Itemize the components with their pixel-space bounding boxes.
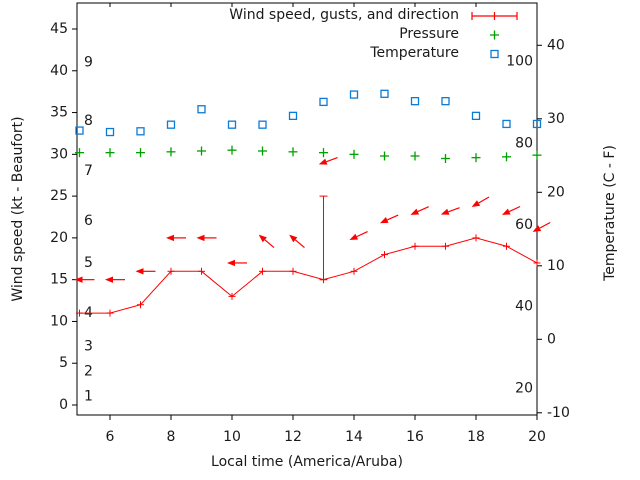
x-tick-label: 20 [528, 429, 546, 445]
x-tick-label: 8 [167, 429, 176, 445]
wind-direction-arrow-shaft [448, 207, 460, 213]
celsius-tick-label: 30 [547, 111, 565, 127]
x-tick-label: 14 [345, 429, 363, 445]
beaufort-label: 3 [84, 339, 93, 355]
beaufort-label: 5 [84, 255, 93, 271]
fahrenheit-label: 60 [515, 217, 533, 233]
temperature-point [502, 119, 511, 129]
left-axis-title: Wind speed (kt - Beaufort) [10, 116, 26, 302]
wind-tick-label: 20 [50, 230, 68, 246]
temperature-point [166, 120, 176, 129]
x-tick-label: 6 [106, 429, 115, 445]
fahrenheit-label: 20 [515, 380, 533, 396]
temperature-point [441, 97, 450, 106]
temperature-point [75, 126, 84, 135]
wind-direction-arrow [501, 208, 511, 215]
beaufort-label: 9 [84, 54, 93, 70]
wind-tick-label: 35 [50, 105, 68, 121]
wind-direction-arrow [471, 200, 481, 207]
legend-pressure-label: Pressure [399, 26, 459, 42]
temperature-point [197, 105, 206, 114]
temperature-point [258, 120, 267, 129]
wind-direction-arrow-shaft [264, 239, 275, 248]
temperature-point [105, 127, 115, 137]
wind-direction-arrow [532, 225, 542, 232]
legend-temperature-marker [490, 49, 499, 59]
x-tick-label: 18 [467, 429, 485, 445]
temperature-point [410, 97, 420, 106]
temperature-point [380, 89, 389, 98]
temperature-point [319, 97, 328, 107]
wind-direction-arrow [349, 233, 359, 241]
wind-direction-arrow [410, 208, 420, 215]
wind-direction-arrow-shaft [356, 231, 368, 238]
plot-border [76, 2, 538, 416]
wind-tick-label: 5 [59, 355, 68, 371]
wind-direction-arrow [196, 234, 205, 242]
wind-tick-label: 40 [50, 63, 68, 79]
temperature-point [227, 120, 237, 129]
x-tick-label: 12 [284, 429, 302, 445]
wind-direction-arrow-shaft [294, 239, 305, 248]
wind-tick-label: 25 [50, 188, 68, 204]
legend-wind-label: Wind speed, gusts, and direction [229, 7, 459, 23]
celsius-tick-label: -10 [547, 405, 570, 421]
temperature-point [532, 119, 542, 129]
wind-direction-arrow [227, 259, 235, 267]
wind-direction-arrow-shaft [478, 196, 490, 204]
wind-direction-arrow [166, 234, 174, 242]
wind-direction-arrow-shaft [539, 221, 551, 229]
wind-direction-arrow-shaft [417, 206, 429, 213]
wind-direction-arrow [74, 276, 83, 283]
fahrenheit-label: 40 [515, 299, 533, 315]
wind-tick-label: 45 [50, 21, 68, 37]
temperature-point [471, 111, 481, 121]
celsius-tick-label: 40 [547, 37, 565, 53]
wind-tick-label: 30 [50, 146, 68, 162]
wind-direction-arrow [105, 276, 113, 283]
temperature-point [349, 90, 359, 99]
beaufort-label: 2 [84, 364, 93, 380]
wind-speed-line [79, 237, 538, 314]
wind-direction-arrow [258, 234, 267, 243]
fahrenheit-label: 100 [506, 54, 533, 70]
wind-direction-arrow-shaft [326, 156, 338, 163]
beaufort-label: 6 [84, 213, 93, 229]
wind-direction-arrow [135, 268, 144, 275]
wind-direction-arrow-shaft [386, 214, 399, 221]
wind-tick-label: 10 [50, 313, 68, 329]
beaufort-label: 1 [84, 389, 93, 405]
wind-direction-arrow [318, 158, 328, 165]
celsius-tick-label: 10 [547, 258, 565, 274]
temperature-point [136, 127, 145, 136]
wind-direction-arrow [289, 234, 298, 243]
legend-temperature-label: Temperature [370, 45, 459, 61]
x-tick-label: 10 [223, 429, 241, 445]
wind-direction-arrow [379, 217, 389, 224]
x-axis-title: Local time (America/Aruba) [211, 454, 403, 470]
temperature-point [288, 111, 298, 121]
celsius-tick-label: 0 [547, 331, 556, 347]
wind-direction-arrow [440, 208, 450, 215]
celsius-tick-label: 20 [547, 184, 565, 200]
fahrenheit-label: 80 [515, 135, 533, 151]
right-axis-title: Temperature (C - F) [602, 145, 618, 281]
x-tick-label: 16 [406, 429, 424, 445]
wind-tick-label: 15 [50, 272, 68, 288]
wind-tick-label: 0 [59, 397, 68, 413]
wind-direction-arrow-shaft [508, 205, 521, 213]
beaufort-label: 7 [84, 163, 93, 179]
beaufort-label: 8 [84, 113, 93, 129]
